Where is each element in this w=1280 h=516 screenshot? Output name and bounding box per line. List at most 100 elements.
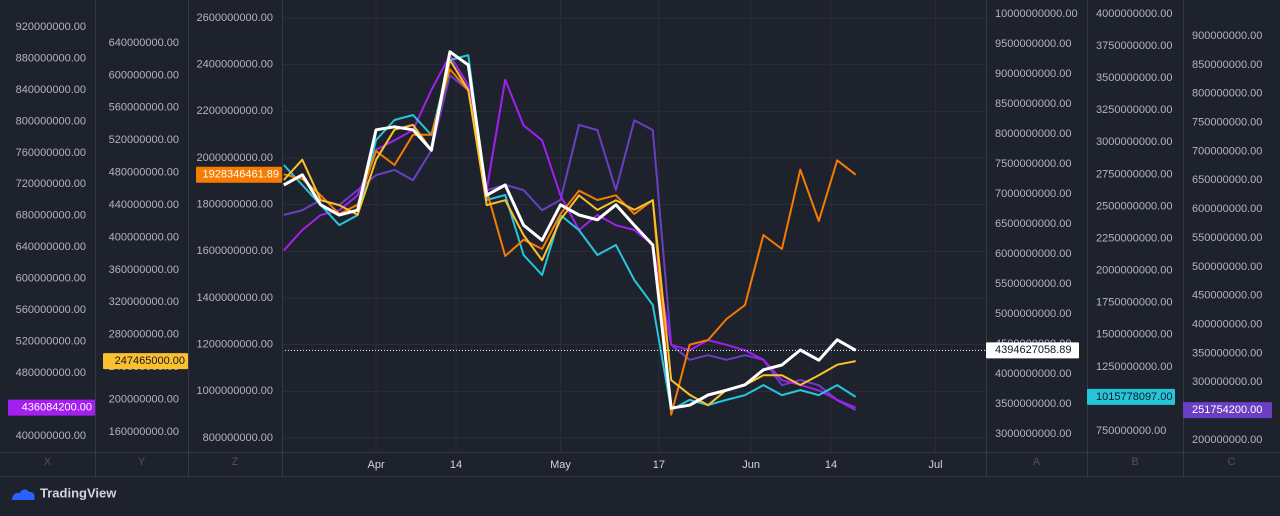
axes: Apr 14 May 17 Jun 14 Jul X 920000000.00 880000000… bbox=[8, 0, 1272, 476]
y-tick-label: 2750000000.00 bbox=[1096, 168, 1172, 180]
y-tick-label: 6000000000.00 bbox=[995, 248, 1071, 260]
y-tick-label: 850000000.00 bbox=[1192, 59, 1262, 71]
y-tick-label: 800000000.00 bbox=[16, 115, 86, 127]
axis-name: Y bbox=[138, 456, 146, 468]
y-tick-label: 160000000.00 bbox=[109, 426, 179, 438]
axis-name: X bbox=[44, 456, 52, 468]
y-tick-label: 400000000.00 bbox=[1192, 318, 1262, 330]
y-tick-label: 700000000.00 bbox=[1192, 145, 1262, 157]
y-tick-label: 520000000.00 bbox=[109, 134, 179, 146]
value-label: 436084200.00 bbox=[22, 402, 92, 414]
y-tick-label: 900000000.00 bbox=[1192, 30, 1262, 42]
y-tick-label: 8000000000.00 bbox=[995, 128, 1071, 140]
x-tick-label: May bbox=[550, 459, 571, 471]
y-tick-label: 800000000.00 bbox=[1192, 88, 1262, 100]
axis-name: B bbox=[1131, 456, 1138, 468]
y-tick-label: 9500000000.00 bbox=[995, 38, 1071, 50]
y-tick-label: 600000000.00 bbox=[1192, 203, 1262, 215]
y-tick-label: 760000000.00 bbox=[16, 147, 86, 159]
y-tick-label: 2400000000.00 bbox=[197, 59, 273, 71]
y-tick-label: 640000000.00 bbox=[109, 37, 179, 49]
y-tick-label: 360000000.00 bbox=[109, 264, 179, 276]
plot bbox=[282, 50, 986, 416]
y-tick-label: 640000000.00 bbox=[16, 241, 86, 253]
y-tick-label: 550000000.00 bbox=[1192, 232, 1262, 244]
y-tick-label: 600000000.00 bbox=[109, 69, 179, 81]
y-tick-label: 1750000000.00 bbox=[1096, 297, 1172, 309]
y-tick-label: 2000000000.00 bbox=[197, 152, 273, 164]
x-tick-label: Jul bbox=[929, 459, 943, 471]
y-tick-label: 5000000000.00 bbox=[995, 308, 1071, 320]
y-tick-label: 680000000.00 bbox=[16, 210, 86, 222]
x-tick-label: Apr bbox=[368, 459, 385, 471]
series-line bbox=[283, 59, 856, 407]
y-tick-label: 7000000000.00 bbox=[995, 188, 1071, 200]
y-tick-label: 500000000.00 bbox=[1192, 261, 1262, 273]
y-tick-label: 2000000000.00 bbox=[1096, 265, 1172, 277]
y-tick-label: 650000000.00 bbox=[1192, 174, 1262, 186]
y-tick-label: 440000000.00 bbox=[109, 199, 179, 211]
value-label-box bbox=[8, 399, 95, 416]
y-tick-label: 3250000000.00 bbox=[1096, 104, 1172, 116]
y-tick-label: 200000000.00 bbox=[1192, 434, 1262, 446]
logo[interactable]: TradingView bbox=[12, 485, 117, 500]
series-line bbox=[283, 54, 857, 409]
value-label: 247465000.00 bbox=[115, 355, 185, 367]
value-label: 1015778097.00 bbox=[1096, 391, 1172, 403]
y-tick-label: 8500000000.00 bbox=[995, 98, 1071, 110]
x-tick-label: 14 bbox=[450, 459, 462, 471]
y-tick-label: 3750000000.00 bbox=[1096, 40, 1172, 52]
grid bbox=[282, 0, 986, 452]
value-label-box bbox=[103, 353, 188, 370]
y-tick-label: 750000000.00 bbox=[1096, 425, 1166, 437]
y-tick-label: 280000000.00 bbox=[109, 329, 179, 341]
y-tick-label: 3500000000.00 bbox=[995, 398, 1071, 410]
y-tick-label: 3000000000.00 bbox=[995, 428, 1071, 440]
value-label: 1928346461.89 bbox=[203, 169, 279, 181]
y-tick-label: 200000000.00 bbox=[109, 393, 179, 405]
y-tick-label: 2600000000.00 bbox=[197, 12, 273, 24]
y-tick-label: 7500000000.00 bbox=[995, 158, 1071, 170]
y-tick-label: 2200000000.00 bbox=[197, 105, 273, 117]
y-tick-label: 5500000000.00 bbox=[995, 278, 1071, 290]
value-label-box bbox=[986, 342, 1079, 359]
axis-name: C bbox=[1228, 456, 1236, 468]
y-tick-label: 600000000.00 bbox=[16, 273, 86, 285]
y-tick-label: 2500000000.00 bbox=[1096, 200, 1172, 212]
y-tick-label: 2250000000.00 bbox=[1096, 232, 1172, 244]
y-tick-label: 9000000000.00 bbox=[995, 68, 1071, 80]
y-tick-label: 800000000.00 bbox=[203, 432, 273, 444]
y-tick-label: 1200000000.00 bbox=[197, 339, 273, 351]
y-tick-label: 560000000.00 bbox=[109, 102, 179, 114]
brand: TradingView bbox=[40, 485, 117, 500]
y-tick-label: 480000000.00 bbox=[16, 367, 86, 379]
x-tick-label: 14 bbox=[825, 459, 837, 471]
y-tick-label: 480000000.00 bbox=[109, 167, 179, 179]
y-tick-label: 720000000.00 bbox=[16, 178, 86, 190]
value-label: 4394627058.89 bbox=[995, 344, 1071, 356]
y-tick-label: 520000000.00 bbox=[16, 336, 86, 348]
value-label: 251754200.00 bbox=[1192, 404, 1262, 416]
y-tick-label: 400000000.00 bbox=[16, 430, 86, 442]
y-tick-label: 920000000.00 bbox=[16, 21, 86, 33]
y-tick-label: 10000000000.00 bbox=[995, 8, 1078, 20]
y-tick-label: 350000000.00 bbox=[1192, 347, 1262, 359]
axis-name: A bbox=[1033, 456, 1041, 468]
y-tick-label: 1800000000.00 bbox=[197, 199, 273, 211]
y-tick-label: 3000000000.00 bbox=[1096, 136, 1172, 148]
x-tick-label: Jun bbox=[742, 459, 760, 471]
value-label-box bbox=[1087, 388, 1175, 405]
y-tick-label: 450000000.00 bbox=[1192, 290, 1262, 302]
y-tick-label: 4000000000.00 bbox=[1096, 8, 1172, 20]
value-label-box bbox=[196, 166, 282, 183]
x-tick-label: 17 bbox=[653, 459, 665, 471]
y-tick-label: 3500000000.00 bbox=[1096, 72, 1172, 84]
y-tick-label: 560000000.00 bbox=[16, 304, 86, 316]
y-tick-label: 1500000000.00 bbox=[1096, 329, 1172, 341]
y-tick-label: 1400000000.00 bbox=[197, 292, 273, 304]
y-tick-label: 1250000000.00 bbox=[1096, 361, 1172, 373]
value-label-box bbox=[1183, 402, 1272, 419]
